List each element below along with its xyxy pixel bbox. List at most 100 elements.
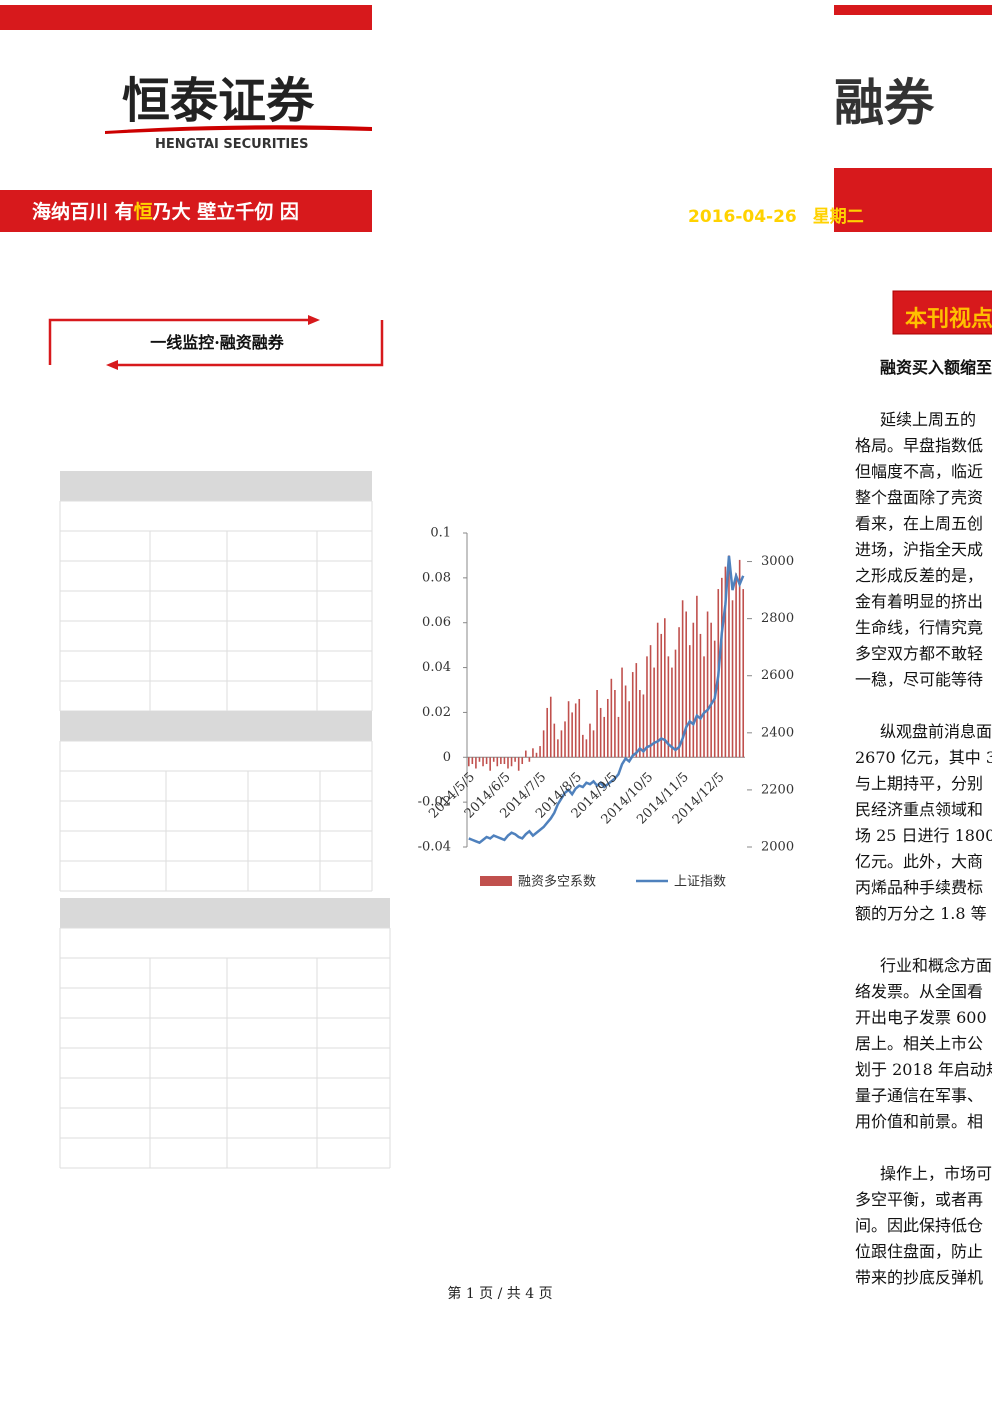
line bbox=[468, 555, 745, 845]
bar bbox=[688, 645, 691, 758]
y2-tick-label: 3000 bbox=[761, 554, 794, 569]
body-line: 看来，在上周五创 bbox=[855, 514, 983, 533]
bar bbox=[660, 633, 663, 758]
tables bbox=[59, 471, 391, 1169]
bar bbox=[656, 622, 659, 758]
body-line: 行业和概念方面 bbox=[880, 956, 992, 975]
bar bbox=[589, 723, 591, 758]
bar bbox=[721, 577, 723, 758]
weekday: 星期二 bbox=[813, 207, 864, 227]
body-line: 延续上周五的 bbox=[880, 410, 976, 429]
bar bbox=[560, 730, 563, 758]
bar bbox=[653, 667, 655, 758]
y-tick-label: 0.02 bbox=[422, 705, 451, 720]
date-value: 2016-04-26 bbox=[688, 207, 797, 227]
body-line: 多空平衡，或者再 bbox=[855, 1190, 983, 1209]
bar bbox=[710, 622, 712, 758]
bar bbox=[503, 757, 506, 765]
body-line: 亿元。此外，大商 bbox=[855, 852, 983, 871]
body-line: 带来的抄底反弹机 bbox=[855, 1268, 983, 1287]
bar bbox=[610, 678, 613, 758]
body-line: 络发票。从全国看 bbox=[855, 982, 983, 1001]
y2-tick-label: 2000 bbox=[761, 840, 794, 855]
bar bbox=[592, 730, 595, 758]
headline: 融资买入额缩至 bbox=[880, 358, 992, 377]
bar bbox=[521, 757, 524, 765]
bar bbox=[539, 746, 541, 758]
bar bbox=[514, 757, 516, 762]
bar bbox=[635, 663, 638, 758]
logo-en: HENGTAI SECURITIES bbox=[155, 137, 309, 152]
bar bbox=[492, 757, 495, 762]
bar bbox=[639, 690, 641, 758]
chart: -0.04 -0.02 0 0.02 0.04 0.06 0.08 0.1 2000 2200 24… bbox=[418, 526, 794, 890]
body-line: 2670 亿元，其中 3 bbox=[855, 748, 992, 767]
body-line: 民经济重点领域和 bbox=[855, 800, 983, 819]
bar bbox=[549, 696, 552, 758]
bar bbox=[517, 757, 520, 771]
y2-tick-label: 2800 bbox=[761, 611, 794, 626]
bar bbox=[500, 757, 502, 765]
legend-label: 融资多空系数 bbox=[518, 874, 596, 890]
y-tick-label: 0.08 bbox=[422, 570, 451, 585]
y-tick-label: 0.04 bbox=[422, 660, 451, 675]
bar bbox=[735, 573, 737, 758]
bar bbox=[703, 656, 705, 758]
body-line: 用价值和前景。相 bbox=[855, 1112, 983, 1131]
logo: 恒泰证券 bbox=[122, 73, 315, 129]
bar bbox=[525, 750, 527, 758]
bar bbox=[478, 757, 481, 762]
table-header bbox=[60, 711, 372, 741]
bar bbox=[667, 656, 670, 758]
header-left: 恒泰证券 HENGTAI SECURITIES 海纳百川 有恒乃大 壁立千仞 因 bbox=[0, 5, 372, 232]
bar bbox=[574, 703, 577, 758]
table-header bbox=[60, 898, 390, 928]
body-line: 位跟住盘面，防止 bbox=[855, 1242, 983, 1261]
bar bbox=[546, 707, 548, 758]
bar bbox=[582, 734, 584, 758]
bar bbox=[671, 667, 673, 758]
bar bbox=[646, 656, 648, 758]
footer: 第 1 页 / 共 4 页 bbox=[447, 1285, 552, 1302]
body-line: 格局。早盘指数低 bbox=[855, 436, 983, 455]
bar bbox=[567, 701, 570, 758]
bar bbox=[685, 611, 687, 758]
bar bbox=[699, 633, 702, 758]
body-line: 整个盘面除了壳资 bbox=[855, 488, 983, 507]
y-tick-label: 0.1 bbox=[430, 526, 451, 541]
bar bbox=[553, 723, 556, 758]
bar bbox=[535, 752, 538, 758]
bar bbox=[731, 600, 734, 758]
body-line: 金有着明显的挤出 bbox=[855, 592, 983, 611]
body-line: 生命线，行情究竟 bbox=[855, 618, 983, 637]
bar bbox=[585, 739, 588, 758]
bar bbox=[724, 566, 727, 758]
bar bbox=[614, 690, 616, 758]
y2-tick-label: 2400 bbox=[761, 725, 794, 740]
legend-label: 上证指数 bbox=[674, 875, 726, 890]
y-tick-label: 0.06 bbox=[422, 615, 451, 630]
y2-tick-label: 2200 bbox=[761, 782, 794, 797]
bar bbox=[467, 757, 470, 767]
slogan-part: 乃大 壁立千仞 因 bbox=[152, 200, 299, 223]
bar bbox=[674, 649, 677, 758]
bar bbox=[557, 739, 559, 758]
bar bbox=[475, 757, 477, 769]
body-line: 场 25 日进行 1800 bbox=[855, 826, 992, 845]
bar bbox=[542, 730, 545, 758]
slogan-part: 海纳百川 有 bbox=[32, 200, 134, 223]
bar bbox=[578, 698, 581, 758]
bar bbox=[624, 685, 627, 758]
bar bbox=[482, 757, 484, 767]
bar bbox=[571, 712, 573, 758]
bar bbox=[742, 589, 745, 758]
body-line: 丙烯品种手续费标 bbox=[855, 878, 983, 897]
product-name: 融券 bbox=[834, 74, 935, 132]
tag: 本刊视点 bbox=[905, 306, 992, 332]
bar bbox=[681, 600, 684, 758]
y2-tick-label: 2600 bbox=[761, 668, 794, 683]
bar bbox=[617, 716, 620, 758]
body-line: 与上期持平，分别 bbox=[855, 774, 983, 793]
body-line: 操作上，市场可 bbox=[880, 1164, 992, 1183]
